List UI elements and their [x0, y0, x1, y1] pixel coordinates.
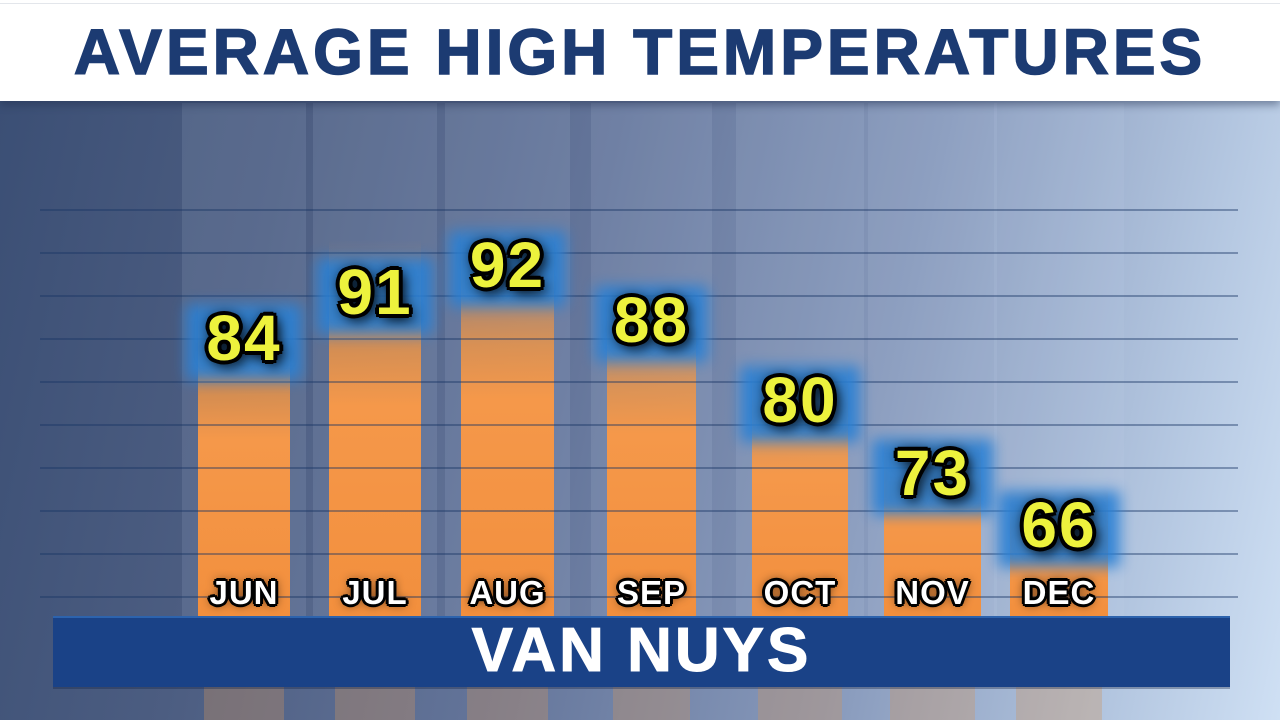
page-title: AVERAGE HIGH TEMPERATURES	[73, 15, 1207, 89]
value-glow-aug	[449, 231, 566, 307]
value-glow-dec	[998, 491, 1120, 567]
grid-line	[40, 467, 1238, 469]
bar-ghost-sep	[613, 687, 690, 720]
bar-value-jul: 91	[337, 256, 413, 328]
header-rule	[0, 3, 1280, 4]
bar-label-dec: DEC	[1022, 574, 1096, 611]
bar-value-nov: 73	[894, 437, 971, 509]
value-glow-jun	[186, 304, 302, 380]
bar-ghost-dec	[1016, 687, 1102, 720]
bar-label-jun: JUN	[209, 574, 279, 611]
location-label: VAN NUYS	[471, 616, 812, 685]
location-banner: VAN NUYS	[53, 616, 1230, 687]
grid-line	[40, 596, 1238, 598]
bar-label-aug: AUG	[469, 574, 546, 611]
grid-line	[40, 209, 1238, 211]
bar-value-sep: 88	[613, 284, 690, 356]
value-glow-jul	[317, 258, 433, 334]
bar-ghost-jul	[335, 687, 415, 720]
grid-line	[40, 510, 1238, 512]
value-glow-sep	[595, 286, 708, 362]
bar-label-nov: NOV	[895, 574, 970, 611]
bar-ghost-nov	[890, 687, 975, 720]
bar-label-oct: OCT	[763, 574, 837, 611]
grid-line	[40, 553, 1238, 555]
bar-label-sep: SEP	[616, 574, 687, 611]
grid-line	[40, 252, 1238, 254]
bar-label-jul: JUL	[342, 574, 408, 611]
bar-value-dec: 66	[1021, 489, 1097, 561]
grid-line	[40, 381, 1238, 383]
bar-value-jun: 84	[206, 302, 282, 374]
bar-ghost-oct	[758, 687, 842, 720]
bar-ghost-aug	[467, 687, 548, 720]
bar-ghost-jun	[204, 687, 284, 720]
bar-value-oct: 80	[762, 364, 838, 436]
header-band: AVERAGE HIGH TEMPERATURES	[0, 0, 1280, 101]
grid-line	[40, 424, 1238, 426]
bar-value-aug: 92	[469, 229, 546, 301]
value-glow-nov	[872, 439, 993, 515]
value-glow-oct	[740, 366, 860, 442]
